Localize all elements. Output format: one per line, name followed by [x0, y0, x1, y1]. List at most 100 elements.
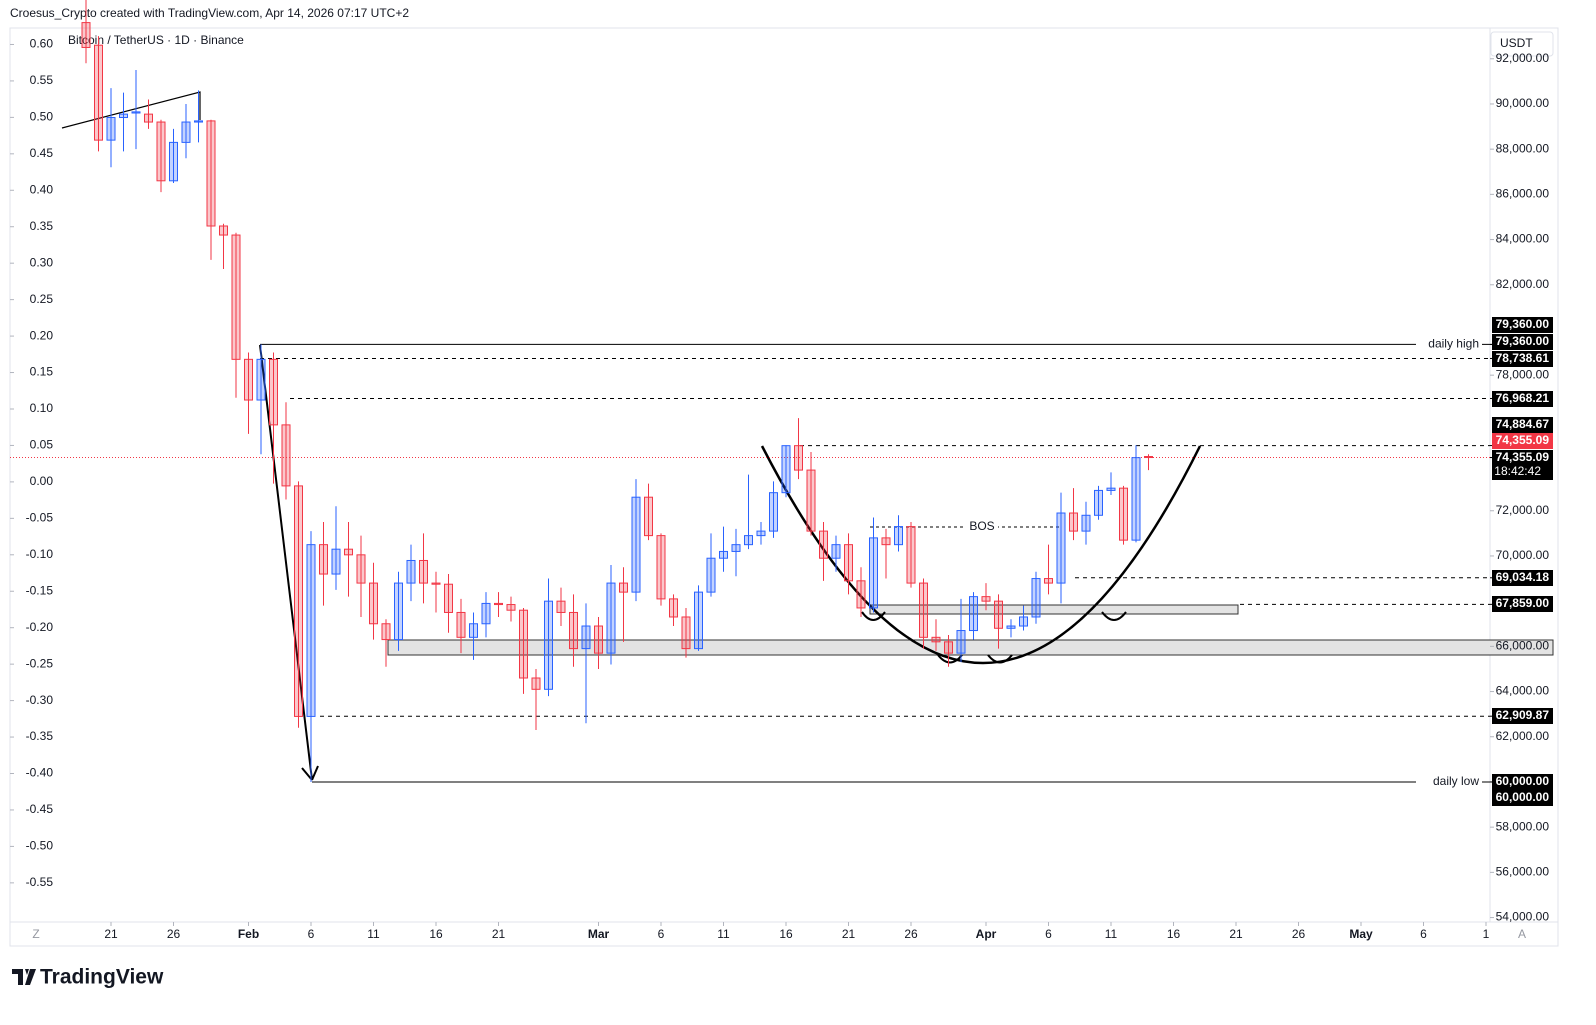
- candle-body: [1069, 512, 1078, 532]
- candle-body: [544, 600, 553, 690]
- x-tick-label: 11: [367, 927, 380, 941]
- x-tick-label: 11: [1105, 927, 1118, 941]
- y-tick-label: 64,000.00: [1496, 684, 1550, 698]
- candle-body: [1019, 616, 1028, 627]
- candle-body: [656, 535, 666, 600]
- candle-body: [306, 544, 316, 717]
- candles: [81, 0, 1153, 782]
- candle-body: [369, 582, 378, 625]
- x-tick-label: 16: [779, 927, 793, 941]
- candle-body: [331, 548, 341, 575]
- candle-body: [1006, 625, 1016, 629]
- candle-body: [406, 559, 416, 584]
- x-tick-label: 6: [308, 927, 315, 941]
- x-tick-label: 6: [1045, 927, 1052, 941]
- x-tick-label: 11: [717, 927, 730, 941]
- candle-body: [206, 120, 216, 227]
- candle-body: [906, 526, 916, 584]
- bos-label: BOS: [969, 519, 994, 533]
- scale-button[interactable]: Z: [32, 927, 39, 941]
- y2-tick-label: -0.40: [26, 766, 54, 780]
- candle-body: [694, 591, 703, 650]
- candle-body: [731, 544, 741, 552]
- candle-body: [856, 580, 866, 609]
- arrow: [259, 344, 319, 781]
- price-label: 60,000.00: [1496, 774, 1550, 788]
- candle-body: [619, 582, 628, 593]
- candle-body: [431, 582, 441, 585]
- x-tick-label: 26: [167, 927, 181, 941]
- symbol-label: Bitcoin / TetherUS · 1D · Binance: [68, 33, 244, 47]
- currency-button[interactable]: [1490, 31, 1554, 57]
- cup-curve: [760, 445, 1202, 664]
- candle-body: [394, 582, 403, 641]
- y-tick-label: 92,000.00: [1496, 51, 1550, 65]
- candle-body: [131, 111, 141, 114]
- y2-tick-label: -0.05: [26, 511, 54, 525]
- candle-body: [106, 117, 116, 141]
- candle-body: [719, 550, 728, 559]
- y-tick-label: 56,000.00: [1496, 865, 1550, 879]
- y-tick-label: 66,000.00: [1496, 639, 1550, 653]
- candle-body: [169, 141, 178, 182]
- candle-body: [1119, 487, 1128, 541]
- candle-body: [781, 445, 791, 494]
- candle-body: [669, 598, 678, 618]
- price-label: 74,884.67: [1496, 417, 1550, 431]
- price-label-box: [1492, 334, 1553, 350]
- y-tick-label: 72,000.00: [1496, 503, 1550, 517]
- candle-body: [494, 602, 503, 606]
- price-label: 60,000.00: [1496, 790, 1550, 804]
- x-tick-label: 6: [1420, 927, 1427, 941]
- label-bg: [1416, 336, 1482, 353]
- x-tick-label: 21: [492, 927, 506, 941]
- candle-body: [994, 600, 1003, 629]
- price-label-box: [1492, 790, 1553, 806]
- candle-body: [1044, 578, 1053, 584]
- candle-body: [269, 358, 278, 426]
- candle-body: [481, 602, 491, 625]
- price-label-box: [1492, 570, 1553, 586]
- candle-body: [1094, 489, 1103, 516]
- y2-tick-label: 0.10: [30, 401, 54, 415]
- candle-body: [81, 22, 91, 48]
- price-label: 62,909.87: [1496, 708, 1550, 722]
- price-label-box: [1492, 317, 1553, 333]
- x-tick-label: Apr: [976, 927, 997, 941]
- candle-body: [244, 358, 253, 401]
- candle-body: [156, 121, 166, 182]
- y-tick-label: 86,000.00: [1496, 187, 1550, 201]
- candle-body: [256, 358, 266, 401]
- candle-body: [944, 641, 953, 654]
- candle-body: [881, 537, 891, 546]
- candle-body: [231, 234, 241, 360]
- candle-body: [981, 596, 991, 602]
- price-label-box: [1492, 351, 1553, 367]
- price-label-box: [1492, 450, 1553, 480]
- candle-body: [519, 609, 528, 679]
- y2-tick-label: 0.45: [30, 146, 54, 160]
- candle-body: [931, 636, 941, 643]
- y2-tick-label: -0.30: [26, 693, 54, 707]
- candle-body: [119, 113, 128, 119]
- candle-body: [1056, 512, 1066, 584]
- scale-button[interactable]: A: [1518, 927, 1526, 941]
- level-annotation: daily low: [1433, 774, 1479, 788]
- y2-tick-label: -0.45: [26, 802, 54, 816]
- candle-body: [894, 526, 903, 546]
- y2-tick-label: 0.60: [30, 37, 54, 51]
- x-tick-label: Mar: [588, 927, 610, 941]
- price-label: 69,034.18: [1496, 570, 1550, 584]
- level-annotation: daily high: [1428, 337, 1479, 351]
- y2-tick-label: 0.50: [30, 110, 54, 124]
- y2-tick-label: -0.25: [26, 656, 54, 670]
- candle-body: [956, 630, 966, 654]
- currency-button-label[interactable]: USDT: [1500, 36, 1533, 50]
- candle-body: [294, 485, 303, 717]
- candle-body: [769, 492, 778, 532]
- candle-body: [356, 554, 366, 584]
- y-tick-label: 54,000.00: [1496, 910, 1550, 924]
- x-tick-label: 21: [842, 927, 856, 941]
- price-label: 67,859.00: [1496, 596, 1550, 610]
